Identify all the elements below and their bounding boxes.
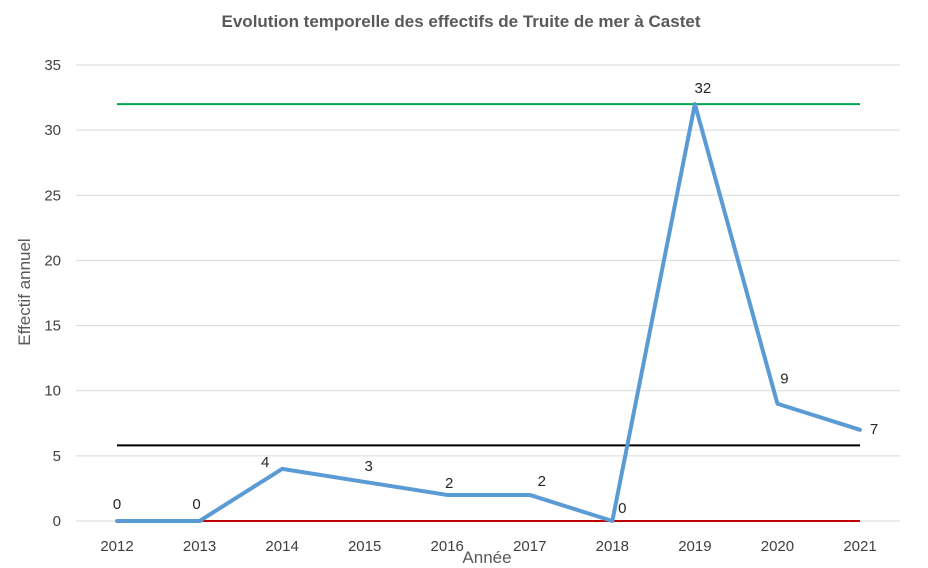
x-tick-label: 2014 bbox=[265, 538, 298, 555]
data-label: 0 bbox=[113, 496, 121, 513]
y-tick-label: 15 bbox=[44, 318, 61, 335]
data-label: 7 bbox=[870, 421, 878, 438]
data-label: 0 bbox=[618, 500, 626, 517]
x-axis-label: Année bbox=[462, 548, 511, 567]
x-tick-label: 2012 bbox=[100, 538, 133, 555]
data-label: 2 bbox=[538, 473, 546, 490]
y-tick-label: 0 bbox=[53, 513, 61, 530]
y-tick-label: 25 bbox=[44, 187, 61, 204]
x-tick-label: 2018 bbox=[596, 538, 629, 555]
data-label: 4 bbox=[261, 454, 269, 471]
y-tick-label: 20 bbox=[44, 252, 61, 269]
chart-title: Evolution temporelle des effectifs de Tr… bbox=[222, 12, 701, 31]
y-axis-label: Effectif annuel bbox=[15, 238, 34, 345]
data-label: 2 bbox=[445, 475, 453, 492]
x-tick-label: 2016 bbox=[431, 538, 464, 555]
x-tick-label: 2020 bbox=[761, 538, 794, 555]
y-tick-label: 10 bbox=[44, 383, 61, 400]
x-tick-label: 2019 bbox=[678, 538, 711, 555]
y-tick-label: 30 bbox=[44, 122, 61, 139]
data-label: 9 bbox=[780, 371, 788, 388]
data-line bbox=[115, 102, 862, 523]
y-tick-label: 5 bbox=[53, 448, 61, 465]
x-tick-label: 2015 bbox=[348, 538, 381, 555]
data-label: 0 bbox=[192, 496, 200, 513]
x-tick-label: 2013 bbox=[183, 538, 216, 555]
x-tick-label: 2017 bbox=[513, 538, 546, 555]
data-label: 32 bbox=[695, 80, 712, 97]
data-label: 3 bbox=[364, 458, 372, 475]
x-tick-label: 2021 bbox=[843, 538, 876, 555]
y-tick-label: 35 bbox=[44, 57, 61, 74]
